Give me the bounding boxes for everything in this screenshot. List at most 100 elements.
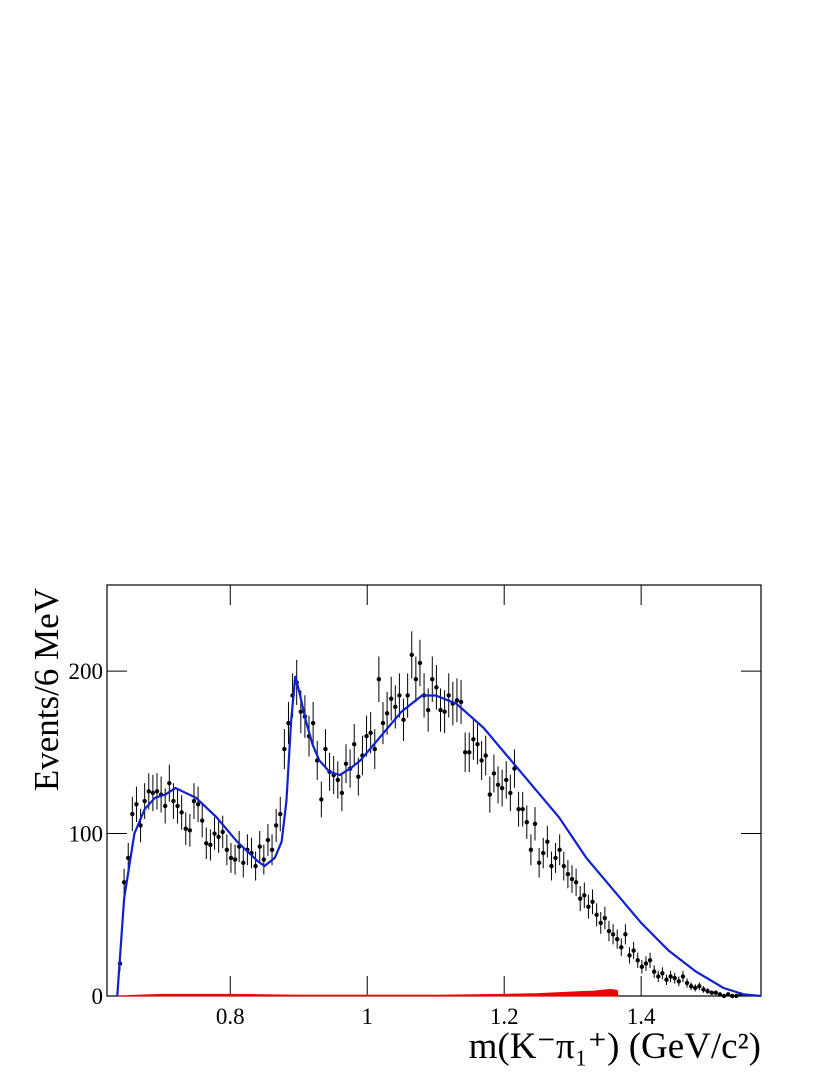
data-point bbox=[187, 828, 193, 833]
data-point bbox=[134, 802, 139, 807]
data-point bbox=[261, 857, 267, 862]
data-point bbox=[425, 707, 431, 713]
data-point bbox=[684, 980, 690, 986]
data-point bbox=[606, 928, 612, 934]
data-point bbox=[212, 831, 217, 836]
data-point bbox=[565, 871, 571, 877]
data-point bbox=[298, 709, 304, 714]
data-point bbox=[545, 839, 550, 844]
data-point bbox=[598, 920, 603, 926]
data-point bbox=[265, 837, 271, 843]
data-point bbox=[257, 844, 262, 849]
data-point bbox=[364, 733, 369, 739]
data-point bbox=[142, 798, 147, 804]
data-point bbox=[384, 711, 390, 716]
data-point bbox=[610, 932, 616, 937]
data-point bbox=[195, 802, 201, 807]
data-point bbox=[458, 699, 464, 705]
data-point bbox=[688, 984, 694, 989]
x-tick-label: 1.2 bbox=[490, 1004, 519, 1029]
data-point bbox=[516, 806, 521, 812]
data-point bbox=[590, 899, 595, 904]
data-point bbox=[656, 974, 661, 979]
data-point bbox=[253, 863, 258, 869]
fit-curve bbox=[116, 675, 762, 998]
data-point bbox=[393, 704, 398, 710]
data-point bbox=[524, 819, 529, 825]
data-point bbox=[352, 742, 357, 747]
data-point bbox=[713, 990, 719, 995]
data-point bbox=[549, 863, 554, 869]
data-point bbox=[150, 790, 156, 796]
data-point bbox=[417, 660, 423, 666]
data-point bbox=[323, 746, 328, 752]
data-point bbox=[343, 761, 349, 766]
data-point bbox=[179, 810, 184, 815]
data-point bbox=[709, 990, 714, 995]
data-point bbox=[479, 758, 484, 763]
data-point bbox=[167, 780, 172, 786]
data-point bbox=[664, 977, 669, 982]
data-point bbox=[573, 880, 579, 885]
x-tick-label: 1.4 bbox=[627, 1004, 656, 1029]
data-point bbox=[335, 777, 340, 783]
data-point bbox=[578, 896, 583, 901]
data-point bbox=[631, 948, 636, 953]
data-point bbox=[623, 932, 628, 937]
data-point bbox=[627, 953, 632, 958]
data-point bbox=[536, 860, 542, 865]
data-point bbox=[319, 797, 324, 802]
data-point bbox=[454, 698, 460, 703]
data-point bbox=[676, 979, 682, 984]
y-tick-label: 100 bbox=[69, 822, 104, 847]
data-point bbox=[586, 904, 591, 909]
data-point bbox=[442, 709, 447, 714]
data-point bbox=[520, 806, 525, 812]
y-tick-label: 0 bbox=[92, 984, 104, 1009]
data-point bbox=[528, 847, 534, 852]
data-point bbox=[438, 707, 443, 713]
plot-frame bbox=[106, 584, 762, 997]
data-point bbox=[372, 746, 377, 752]
data-point bbox=[561, 863, 566, 869]
data-point bbox=[499, 785, 505, 791]
data-point bbox=[224, 847, 230, 852]
data-point bbox=[693, 985, 698, 991]
data-point bbox=[647, 958, 653, 963]
data-point bbox=[635, 958, 640, 963]
data-point bbox=[446, 693, 451, 698]
data-point bbox=[541, 850, 546, 856]
data-point bbox=[204, 841, 209, 846]
data-point bbox=[154, 789, 160, 794]
data-point bbox=[721, 993, 727, 999]
data-point bbox=[409, 652, 414, 658]
data-point bbox=[216, 834, 221, 839]
data-point bbox=[191, 798, 197, 804]
data-point bbox=[163, 803, 168, 809]
data-point bbox=[434, 685, 439, 690]
data-point bbox=[376, 677, 382, 682]
data-point bbox=[401, 717, 406, 723]
data-point bbox=[553, 855, 558, 861]
data-point bbox=[278, 811, 283, 817]
data-point bbox=[483, 753, 488, 758]
data-point bbox=[660, 971, 665, 976]
data-point bbox=[668, 974, 673, 979]
data-point bbox=[413, 677, 419, 682]
data-point bbox=[339, 790, 345, 796]
data-point bbox=[717, 992, 723, 997]
data-point bbox=[697, 984, 702, 989]
data-point bbox=[651, 969, 657, 974]
data-point bbox=[286, 720, 291, 726]
data-point bbox=[232, 857, 238, 862]
data-point bbox=[171, 798, 176, 804]
data-point bbox=[467, 750, 472, 755]
data-point bbox=[282, 746, 287, 752]
y-axis-title: Events/6 MeV bbox=[27, 588, 66, 791]
data-point bbox=[672, 975, 677, 981]
data-point bbox=[619, 945, 624, 950]
data-point bbox=[462, 750, 468, 755]
data-point bbox=[569, 876, 575, 882]
data-point bbox=[680, 974, 686, 979]
